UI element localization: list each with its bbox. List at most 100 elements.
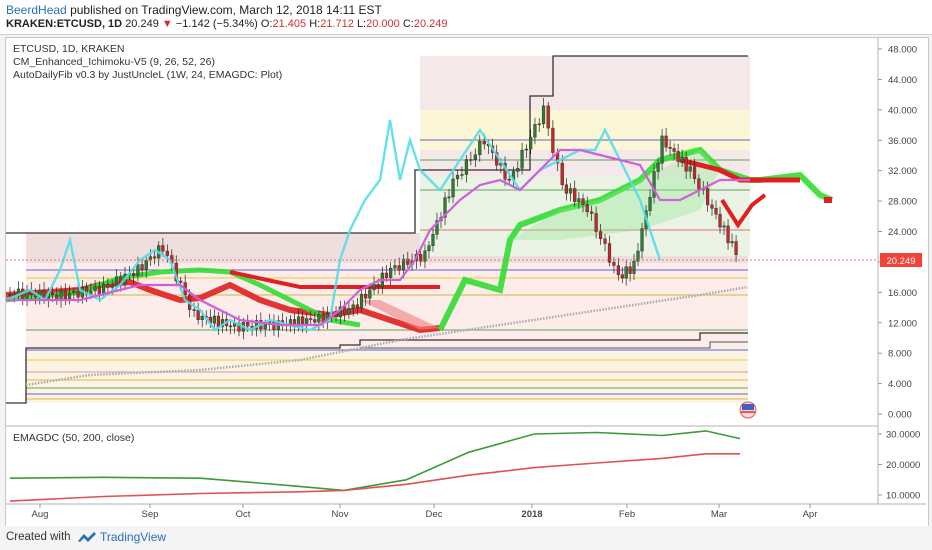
candle-body	[254, 320, 259, 330]
candle-body	[478, 141, 482, 155]
candle-body	[636, 250, 640, 262]
candle-body	[520, 149, 524, 169]
candle-body	[317, 314, 321, 323]
candle-body	[368, 289, 372, 299]
candle-body	[372, 284, 376, 291]
last-price: 20.249	[125, 18, 159, 30]
ema-axis[interactable]: 30.0000 20.0000 10.0000	[878, 430, 920, 502]
price-tick-label: 16.000	[888, 288, 917, 299]
emagdc-pane	[9, 430, 741, 502]
tradingview-brand[interactable]: TradingView	[100, 530, 167, 544]
price-axis[interactable]: 48.000 44.000 40.000 36.000 32.000 28.000 24.0…	[878, 45, 917, 421]
price-tick-label: 4.000	[888, 379, 912, 390]
event-flag-icon[interactable]	[739, 401, 757, 419]
candle-body	[431, 234, 435, 246]
candle-body	[216, 315, 221, 328]
candle-body	[359, 294, 364, 309]
candle-body	[435, 220, 439, 235]
candle-body	[710, 204, 714, 209]
fib-levels	[26, 139, 750, 400]
candle-body	[473, 154, 477, 161]
price-tick-label: 44.000	[888, 75, 917, 86]
candle-body	[106, 284, 110, 288]
candle-body	[546, 105, 550, 129]
candle-body	[132, 273, 136, 276]
candle-body	[460, 174, 464, 176]
candle-body	[397, 265, 401, 271]
time-tick-label: Dec	[426, 509, 443, 520]
price-change: −1.142 (−5.34%)	[175, 18, 258, 30]
candle-body	[50, 292, 55, 296]
candle-body	[616, 265, 620, 275]
tradingview-logo-icon	[78, 532, 96, 542]
high-label: H:	[309, 18, 321, 30]
symbol-label: KRAKEN:ETCUSD, 1D	[6, 18, 123, 30]
candle-body	[628, 266, 632, 274]
candle-body	[533, 124, 537, 138]
candle-body	[541, 105, 546, 125]
chart-legend: ETCUSD, 1D, KRAKEN CM_Enhanced_Ichimoku-…	[13, 43, 282, 82]
candle-body	[140, 264, 144, 270]
candle-body	[419, 254, 423, 262]
candle-body	[110, 285, 114, 288]
published-text: published on TradingView.com, March 12, …	[70, 3, 382, 17]
ichimoku-cloud	[5, 146, 834, 334]
candle-body	[620, 274, 624, 279]
time-tick-label: Apr	[803, 509, 818, 520]
support-resistance-steps	[6, 55, 748, 404]
candle-body	[603, 238, 607, 244]
legend-symbol[interactable]: ETCUSD, 1D, KRAKEN	[13, 43, 125, 55]
candle-body	[93, 286, 97, 292]
candle-body	[598, 231, 603, 240]
kijun-line	[6, 148, 750, 327]
ema-tick-label: 30.0000	[886, 430, 920, 441]
candle-body	[464, 159, 469, 175]
low-label: L:	[356, 18, 367, 30]
time-tick-label: Aug	[32, 509, 49, 520]
candle-body	[8, 294, 12, 296]
candle-body	[384, 272, 389, 278]
candle-body	[577, 198, 581, 202]
candle-body	[672, 148, 676, 152]
ema200-line	[9, 453, 741, 502]
candle-body	[447, 196, 451, 199]
candle-body	[568, 188, 573, 194]
candle-body	[726, 225, 730, 244]
candle-body	[612, 262, 616, 266]
cloud-red-fill	[360, 300, 440, 330]
candle-body	[246, 322, 250, 327]
candle-body	[640, 228, 644, 252]
candle-body	[355, 304, 359, 309]
candle-body	[63, 290, 67, 299]
author-link[interactable]: BeerdHead	[6, 3, 67, 17]
time-tick-label: Nov	[332, 509, 349, 520]
candle-body	[192, 309, 196, 311]
ichimoku-lines	[5, 119, 750, 387]
candle-body	[469, 159, 473, 161]
legend-ichimoku[interactable]: CM_Enhanced_Ichimoku-V5 (9, 26, 52, 26)	[13, 56, 215, 68]
candle-body	[12, 293, 16, 296]
candle-body	[423, 250, 427, 262]
time-axis[interactable]: Aug Sep Oct Nov Dec 2018 Feb Mar Apr	[32, 504, 818, 520]
candle-body	[668, 147, 672, 149]
open-label: O:	[260, 18, 273, 30]
candle-body	[347, 308, 351, 315]
footer-bar: Created with TradingView	[0, 526, 932, 550]
price-tick-label: 48.000	[888, 45, 917, 56]
legend-fib[interactable]: AutoDailyFib v0.3 by JustUncleL (1W, 24,…	[13, 69, 283, 81]
legend-emagdc[interactable]: EMAGDC (50, 200, close)	[13, 432, 135, 444]
candle-body	[648, 197, 652, 211]
cloud-red-upper	[229, 270, 440, 289]
ema-tick-label: 20.0000	[886, 460, 920, 471]
price-tick-label: 32.000	[888, 166, 917, 177]
candle-body	[529, 137, 533, 150]
candle-body	[660, 135, 664, 164]
candle-body	[389, 267, 393, 278]
candle-body	[196, 310, 200, 320]
candle-body	[228, 325, 233, 328]
candle-body	[697, 178, 701, 190]
cloud-red-tail	[720, 193, 767, 229]
candle-body	[451, 178, 455, 198]
candle-body	[152, 256, 157, 259]
